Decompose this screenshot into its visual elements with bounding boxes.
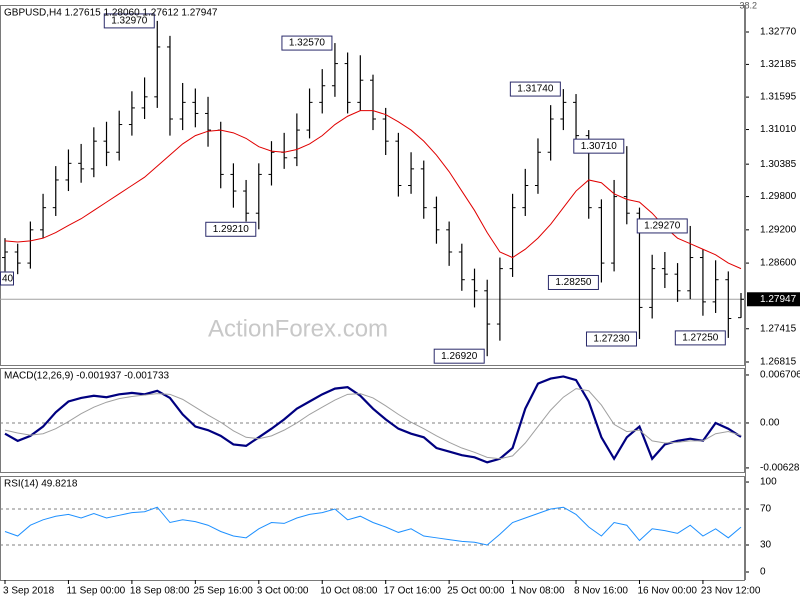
y-tick-label: 1.26815 bbox=[760, 357, 797, 368]
panel-title: RSI(14) 49.8218 bbox=[4, 479, 78, 490]
x-tick-label: 17 Oct 16:00 bbox=[384, 586, 442, 597]
annotation-label: 1.27250 bbox=[682, 333, 719, 344]
x-tick-label: 10 Oct 08:00 bbox=[320, 586, 378, 597]
y-tick-label: 0.006706 bbox=[760, 370, 800, 381]
indicator-line bbox=[4, 375, 742, 464]
y-tick-label: 1.31010 bbox=[760, 124, 797, 135]
x-tick-label: 3 Oct 00:00 bbox=[257, 586, 309, 597]
annotation-label: 1.29210 bbox=[213, 224, 250, 235]
annotation-box bbox=[573, 138, 625, 154]
annotation-box bbox=[585, 331, 637, 347]
x-tick-label: 8 Nov 16:00 bbox=[574, 586, 628, 597]
moving-average bbox=[4, 110, 742, 270]
corner-text: 38.2 bbox=[739, 0, 757, 10]
annotation-box bbox=[636, 218, 688, 234]
x-tick-label: 1 Nov 08:00 bbox=[511, 586, 565, 597]
y-tick-label: 70 bbox=[760, 504, 772, 515]
y-tick-label: 0.00 bbox=[760, 418, 780, 429]
indicator-line bbox=[4, 388, 742, 460]
y-tick-label: 100 bbox=[760, 477, 777, 488]
y-tick-label: 1.29200 bbox=[760, 224, 797, 235]
annotation-box bbox=[103, 13, 155, 29]
x-tick-label: 25 Oct 00:00 bbox=[447, 586, 505, 597]
x-tick-label: 3 Sep 2018 bbox=[3, 586, 55, 597]
x-tick-label: 18 Sep 08:00 bbox=[130, 586, 190, 597]
watermark: ActionForex.com bbox=[208, 315, 388, 342]
annotation-box bbox=[547, 274, 599, 290]
panel bbox=[0, 368, 745, 473]
x-tick-label: 25 Sep 16:00 bbox=[193, 586, 253, 597]
annotation-box bbox=[281, 35, 333, 51]
y-tick-label: 1.29800 bbox=[760, 191, 797, 202]
y-tick-label: -0.00628 bbox=[760, 463, 800, 474]
annotation-label: 1.28250 bbox=[555, 277, 592, 288]
annotation-label: 1.26920 bbox=[441, 351, 478, 362]
panel bbox=[0, 476, 745, 581]
edge-label: 40 bbox=[2, 274, 14, 285]
panel-title: MACD(12,26,9) -0.001937 -0.001733 bbox=[4, 371, 170, 382]
y-tick-label: 1.32185 bbox=[760, 59, 797, 70]
panel-title: GBPUSD,H4 1.27615 1.28060 1.27612 1.2794… bbox=[4, 8, 218, 19]
annotation-label: 1.32970 bbox=[111, 16, 148, 27]
price-label-box bbox=[747, 292, 800, 307]
y-tick-label: 1.30385 bbox=[760, 159, 797, 170]
y-tick-label: 1.31595 bbox=[760, 92, 797, 103]
annotation-box bbox=[509, 81, 561, 97]
indicator-line bbox=[4, 506, 742, 546]
y-tick-label: 1.28600 bbox=[760, 258, 797, 269]
edge-label-box bbox=[0, 271, 14, 286]
panel bbox=[0, 5, 745, 366]
annotation-label: 1.32570 bbox=[289, 38, 326, 49]
x-tick-label: 11 Sep 00:00 bbox=[66, 586, 125, 597]
y-tick-label: 0 bbox=[760, 567, 766, 578]
annotation-box bbox=[674, 330, 726, 346]
annotation-label: 1.29270 bbox=[644, 221, 681, 232]
annotation-label: 1.27230 bbox=[593, 334, 630, 345]
annotation-label: 1.30710 bbox=[581, 141, 618, 152]
y-tick-label: 30 bbox=[760, 540, 772, 551]
x-tick-label: 23 Nov 12:00 bbox=[701, 586, 761, 597]
x-tick-label: 16 Nov 00:00 bbox=[637, 586, 697, 597]
price-label: 1.27947 bbox=[760, 294, 797, 305]
y-tick-label: 1.27415 bbox=[760, 323, 797, 334]
y-tick-label: 1.32770 bbox=[760, 27, 797, 38]
annotation-box bbox=[433, 348, 485, 364]
annotation-label: 1.31740 bbox=[517, 84, 554, 95]
annotation-box bbox=[205, 221, 257, 237]
